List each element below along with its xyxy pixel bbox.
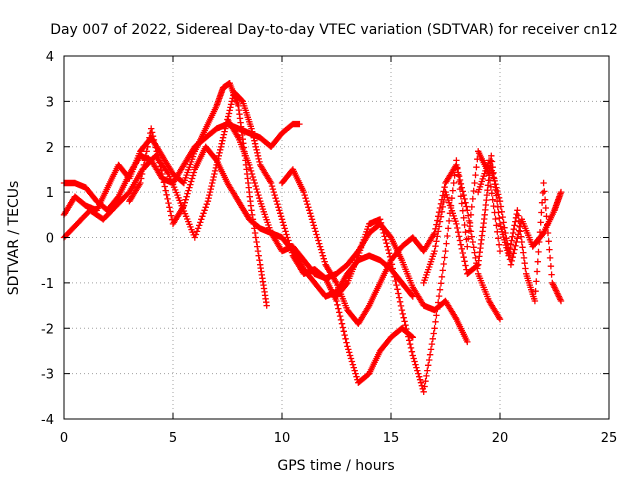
x-tick-label: 10 <box>274 431 291 446</box>
series-group <box>60 80 565 395</box>
y-tick-label: 1 <box>46 186 54 201</box>
y-tick-label: -2 <box>41 322 54 337</box>
y-tick-label: 2 <box>46 141 54 156</box>
series-track-7-markers <box>333 148 504 395</box>
y-tick-label: -3 <box>41 368 54 383</box>
series-track-9-markers <box>475 157 565 268</box>
x-tick-label: 20 <box>492 431 509 446</box>
chart-title: Day 007 of 2022, Sidereal Day-to-day VTE… <box>50 22 618 38</box>
y-axis-label: SDTVAR / TECUs <box>6 181 22 296</box>
x-tick-label: 0 <box>60 431 68 446</box>
series-track-1-markers <box>60 120 303 214</box>
x-tick-label: 5 <box>169 431 177 446</box>
y-tick-label: 0 <box>46 232 54 247</box>
series-track-4-markers <box>126 125 416 300</box>
y-tick-label: -4 <box>41 413 54 428</box>
x-tick-label: 15 <box>383 431 400 446</box>
y-tick-label: 3 <box>46 95 54 110</box>
y-tick-label: 4 <box>46 50 54 65</box>
axis-ticks: 0 5 10 15 20 25 -4 -3 -2 -1 0 1 2 3 4 <box>41 50 617 446</box>
series-track-8-markers <box>420 152 565 305</box>
x-tick-label: 25 <box>601 431 618 446</box>
x-axis-label: GPS time / hours <box>277 458 394 474</box>
y-tick-label: -1 <box>41 277 54 292</box>
